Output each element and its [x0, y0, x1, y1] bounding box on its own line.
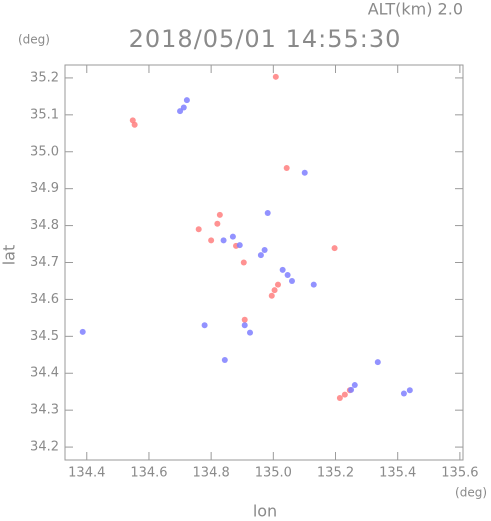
radar-echo	[247, 329, 254, 336]
y-tick-label: 34.4	[30, 366, 59, 381]
y-unit: (deg)	[18, 33, 50, 47]
radar-echo	[274, 281, 281, 288]
x-unit: (deg)	[455, 486, 487, 500]
radar-echo	[288, 277, 295, 284]
radar-echo	[229, 233, 236, 240]
radar-echo	[284, 272, 291, 279]
radar-echo	[283, 164, 290, 171]
radar-echo	[183, 97, 190, 104]
radar-echo	[406, 387, 413, 394]
radar-echo	[180, 104, 187, 111]
y-tick-label: 34.8	[30, 218, 59, 233]
radar-echo	[310, 281, 317, 288]
radar-echo	[195, 226, 202, 233]
y-axis-label: lat	[0, 245, 19, 266]
x-tick-label: 135.4	[379, 466, 416, 481]
radar-echo	[271, 287, 278, 294]
radar-echo	[348, 386, 355, 393]
y-tick-label: 34.9	[30, 181, 59, 196]
x-tick-label: 135.2	[317, 466, 354, 481]
y-tick-label: 34.5	[30, 329, 59, 344]
y-tick-label: 34.3	[30, 403, 59, 418]
radar-echo	[351, 382, 358, 389]
radar-echo	[241, 316, 248, 323]
radar-echo	[257, 252, 264, 259]
radar-echo	[220, 237, 227, 244]
radar-echo	[236, 242, 243, 249]
radar-echo	[129, 117, 136, 124]
x-tick-label: 134.4	[68, 466, 105, 481]
radar-echo	[216, 211, 223, 218]
radar-echo	[400, 390, 407, 397]
radar-echo	[272, 73, 279, 80]
x-axis-label: lon	[253, 502, 277, 521]
radar-echo	[201, 322, 208, 329]
radar-echo	[221, 356, 228, 363]
altitude-label: ALT(km) 2.0	[368, 0, 463, 19]
radar-echo	[208, 237, 215, 244]
x-tick-label: 135.6	[441, 466, 478, 481]
radar-echo	[268, 292, 275, 299]
radar-echo	[240, 259, 247, 266]
radar-echo	[341, 391, 348, 398]
y-tick-label: 34.7	[30, 255, 59, 270]
radar-echo	[177, 108, 184, 115]
y-tick-label: 35.2	[30, 70, 59, 85]
y-tick-label: 34.6	[30, 292, 59, 307]
y-tick-label: 35.0	[30, 144, 59, 159]
radar-echo	[241, 322, 248, 329]
plot-frame	[64, 64, 464, 461]
radar-echo	[264, 210, 271, 217]
x-tick-label: 134.8	[193, 466, 230, 481]
y-tick-label: 35.1	[30, 107, 59, 122]
radar-echo	[301, 169, 308, 176]
y-tick-label: 34.2	[30, 440, 59, 455]
radar-echo	[261, 246, 268, 253]
radar-echo	[331, 245, 338, 252]
radar-echo	[374, 359, 381, 366]
radar-echo	[79, 328, 86, 335]
radar-echo	[279, 266, 286, 273]
radar-echo	[214, 220, 221, 227]
chart-title: 2018/05/01 14:55:30	[129, 25, 402, 53]
x-tick-label: 134.6	[130, 466, 167, 481]
radar-echo	[336, 394, 343, 401]
x-tick-label: 135.0	[255, 466, 292, 481]
